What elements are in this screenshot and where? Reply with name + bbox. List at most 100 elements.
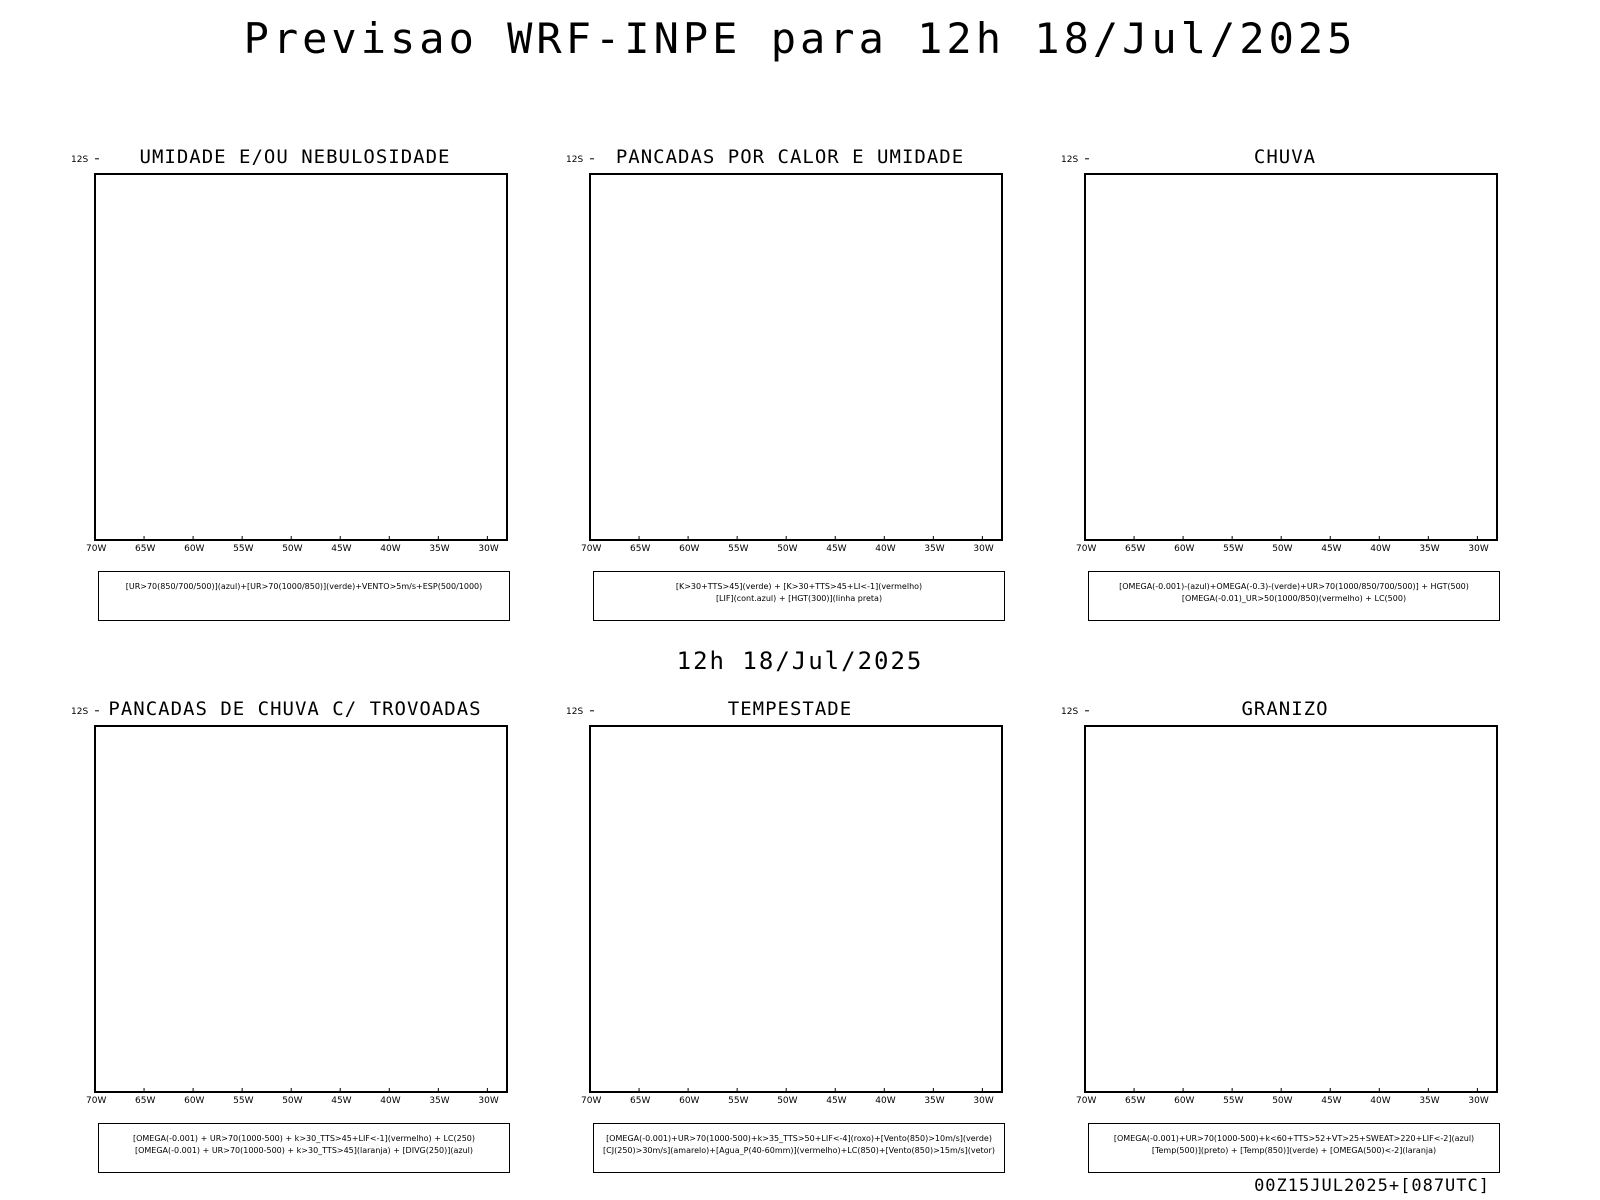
lon-tick-label: 50W — [777, 544, 797, 554]
panel-tempestade: TEMPESTADE 12S15S18S21S24S27S30S33S36S39… — [540, 698, 1040, 1178]
panel-title: TEMPESTADE — [727, 698, 853, 720]
lon-tick-label: 45W — [331, 544, 351, 554]
weather-map: -12-15-12-15-15-1812S15S18S21S24S27S30S3… — [1061, 707, 1498, 1106]
legend-line: [OMEGA(-0.001)+UR>70(1000-500)+k<60+TTS>… — [1113, 1134, 1475, 1143]
lon-tick-label: 45W — [1321, 544, 1341, 554]
lon-tick-label: 40W — [380, 1096, 400, 1106]
legend-line: [CJ(250)>30m/s](amarelo)+[Agua_P(40-60mm… — [603, 1146, 995, 1155]
panel-pancadas-calor: PANCADAS POR CALOR E UMIDADE 95209600960… — [540, 146, 1040, 626]
run-info: 00Z15JUL2025+[087UTC] — [1254, 1176, 1490, 1196]
legend-line: [OMEGA(-0.001) + UR>70(1000-500) + k>30_… — [134, 1146, 474, 1155]
panel-legend: [OMEGA(-0.001) + UR>70(1000-500) + k>30_… — [98, 1123, 510, 1173]
lon-tick-label: 60W — [679, 544, 699, 554]
panel-title: PANCADAS POR CALOR E UMIDADE — [615, 146, 965, 168]
lon-tick-label: 50W — [1272, 544, 1292, 554]
lon-tick-label: 45W — [826, 544, 846, 554]
lon-tick-label: 70W — [1076, 544, 1096, 554]
main-title: Previsao WRF-INPE para 12h 18/Jul/2025 — [243, 14, 1357, 63]
weather-map: 9520960096009600944095209520938094409440… — [566, 155, 1003, 554]
lon-tick-label: 50W — [777, 1096, 797, 1106]
panel-title: PANCADAS DE CHUVA C/ TROVOADAS — [108, 698, 482, 720]
lon-tick-label: 65W — [135, 1096, 155, 1106]
legend-line: [UR>70(850/700/500)](azul)+[UR>70(1000/8… — [125, 582, 483, 591]
weather-map: 5825825825765735705675645615585585765735… — [1061, 155, 1498, 554]
lon-tick-label: 45W — [826, 1096, 846, 1106]
lon-tick-label: 60W — [679, 1096, 699, 1106]
lat-tick-label: 12S — [1061, 155, 1078, 165]
panel-legend: [OMEGA(-0.001)+UR>70(1000-500)+k<60+TTS>… — [1088, 1123, 1500, 1173]
lat-tick-label: 12S — [71, 155, 88, 165]
panel-granizo: GRANIZO -12-15-12-15-15-1812S15S18S21S24… — [1035, 698, 1535, 1178]
lon-tick-label: 35W — [429, 544, 449, 554]
panel-chuva: CHUVA 5825825825765735705675645615585585… — [1035, 146, 1535, 626]
contour-label: 570 — [173, 149, 186, 157]
lon-tick-label: 35W — [1419, 544, 1439, 554]
lon-tick-label: 55W — [233, 1096, 253, 1106]
lon-tick-label: 65W — [630, 1096, 650, 1106]
lon-tick-label: 55W — [1223, 544, 1243, 554]
legend-line: [OMEGA(-0.001)-(azul)+OMEGA(-0.3)-(verde… — [1119, 582, 1469, 591]
lon-tick-label: 60W — [184, 1096, 204, 1106]
lon-tick-label: 30W — [478, 1096, 498, 1106]
lon-tick-label: 45W — [331, 1096, 351, 1106]
lon-tick-label: 65W — [1125, 544, 1145, 554]
lon-tick-label: 35W — [429, 1096, 449, 1106]
weather-map: 1020101610241020102010241020101610121008… — [71, 147, 508, 554]
lon-tick-label: 70W — [1076, 1096, 1096, 1106]
legend-line: [OMEGA(-0.01)_UR>50(1000/850)(vermelho) … — [1181, 594, 1407, 603]
legend-line: [K>30+TTS>45](verde) + [K>30+TTS>45+LI<-… — [675, 582, 923, 591]
lon-tick-label: 40W — [380, 544, 400, 554]
lon-tick-label: 35W — [924, 544, 944, 554]
lon-tick-label: 40W — [875, 544, 895, 554]
lon-tick-label: 40W — [1370, 1096, 1390, 1106]
lat-tick-label: 12S — [71, 707, 88, 717]
weather-map: 12S15S18S21S24S27S30S33S36S39S42S70W65W6… — [566, 707, 1003, 1106]
lon-tick-label: 65W — [1125, 1096, 1145, 1106]
lon-tick-label: 55W — [1223, 1096, 1243, 1106]
lon-tick-label: 30W — [1468, 544, 1488, 554]
lon-tick-label: 40W — [875, 1096, 895, 1106]
lon-tick-label: 50W — [282, 544, 302, 554]
legend-line: [OMEGA(-0.001) + UR>70(1000-500) + k>30_… — [132, 1134, 476, 1143]
lon-tick-label: 65W — [630, 544, 650, 554]
panel-pancadas-trovoadas: PANCADAS DE CHUVA C/ TROVOADAS 12S15S18S… — [45, 698, 545, 1178]
lon-tick-label: 55W — [728, 1096, 748, 1106]
panel-legend: [OMEGA(-0.001)-(azul)+OMEGA(-0.3)-(verde… — [1088, 571, 1500, 621]
contour-label: 1020 — [203, 147, 221, 155]
lon-tick-label: 70W — [86, 544, 106, 554]
panel-title: UMIDADE E/OU NEBULOSIDADE — [139, 146, 451, 168]
weather-map: 12S15S18S21S24S27S30S33S36S39S42S70W65W6… — [71, 707, 508, 1106]
lon-tick-label: 45W — [1321, 1096, 1341, 1106]
legend-line: [LIF](cont.azul) + [HGT(300)](linha pret… — [715, 594, 883, 603]
lon-tick-label: 30W — [973, 544, 993, 554]
lat-tick-label: 12S — [566, 707, 583, 717]
panel-umidade: UMIDADE E/OU NEBULOSIDADE 10201016102410… — [45, 146, 545, 626]
lon-tick-label: 30W — [973, 1096, 993, 1106]
lon-tick-label: 30W — [478, 544, 498, 554]
lon-tick-label: 30W — [1468, 1096, 1488, 1106]
lon-tick-label: 60W — [1174, 544, 1194, 554]
lon-tick-label: 70W — [86, 1096, 106, 1106]
legend-line: [OMEGA(-0.001)+UR>70(1000-500)+k>35_TTS>… — [606, 1134, 992, 1143]
panel-title: GRANIZO — [1241, 698, 1329, 720]
lon-tick-label: 35W — [1419, 1096, 1439, 1106]
valid-time-label: 12h 18/Jul/2025 — [676, 647, 924, 675]
lon-tick-label: 65W — [135, 544, 155, 554]
lat-tick-label: 12S — [566, 155, 583, 165]
panel-legend: [K>30+TTS>45](verde) + [K>30+TTS>45+LI<-… — [593, 571, 1005, 621]
lon-tick-label: 40W — [1370, 544, 1390, 554]
lat-tick-label: 12S — [1061, 707, 1078, 717]
panel-legend: [UR>70(850/700/500)](azul)+[UR>70(1000/8… — [98, 571, 510, 621]
lon-tick-label: 55W — [233, 544, 253, 554]
lon-tick-label: 70W — [581, 544, 601, 554]
lon-tick-label: 60W — [184, 544, 204, 554]
legend-line: [Temp(500)](preto) + [Temp(850)](verde) … — [1151, 1146, 1437, 1155]
panel-legend: [OMEGA(-0.001)+UR>70(1000-500)+k>35_TTS>… — [593, 1123, 1005, 1173]
contour-label: 576 — [429, 150, 443, 158]
lon-tick-label: 55W — [728, 544, 748, 554]
lon-tick-label: 60W — [1174, 1096, 1194, 1106]
panel-title: CHUVA — [1253, 146, 1317, 168]
lon-tick-label: 50W — [282, 1096, 302, 1106]
lon-tick-label: 50W — [1272, 1096, 1292, 1106]
lon-tick-label: 35W — [924, 1096, 944, 1106]
